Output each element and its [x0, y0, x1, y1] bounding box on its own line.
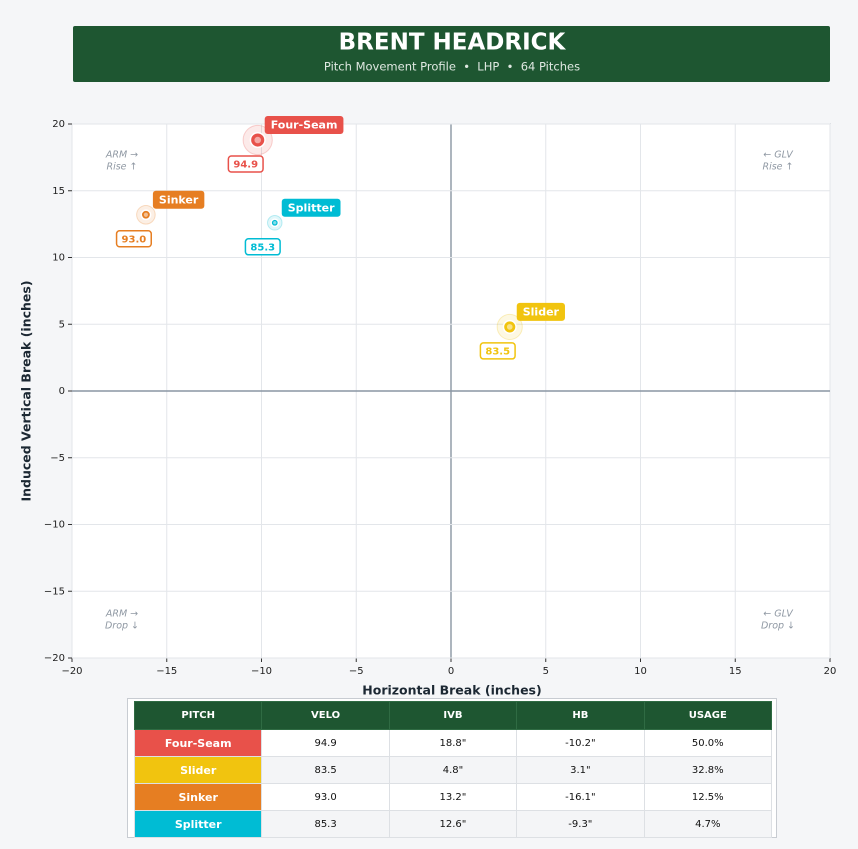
name-label: Sinker: [159, 193, 199, 206]
quadrant-note: ARM →: [105, 150, 138, 161]
name-label: Splitter: [288, 201, 335, 214]
x-tick-label: −10: [251, 666, 272, 677]
table-row: Splitter 85.3 12.6" -9.3" 4.7%: [133, 810, 773, 838]
quadrant-note: Drop ↓: [761, 621, 795, 632]
title: BRENT HEADRICK: [339, 30, 567, 56]
x-tick-label: −15: [156, 666, 177, 677]
x-tick-label: −5: [349, 666, 364, 677]
table-cell: 93.0: [261, 783, 390, 811]
pitch-cell: Sinker: [133, 783, 263, 811]
name-badge: [152, 190, 205, 209]
velo-badge: [227, 155, 264, 173]
velo-label: 85.3: [250, 242, 275, 253]
quadrant-note: ← GLV: [763, 609, 794, 620]
header-banner: [73, 26, 830, 82]
table-cell: 85.3: [261, 810, 390, 838]
table-cell: 4.7%: [643, 810, 773, 838]
table-row: Sinker 93.0 13.2" -16.1" 12.5%: [133, 783, 773, 811]
x-tick-label: 10: [634, 666, 647, 677]
table-cell: 83.5: [261, 756, 390, 784]
quadrant-note: ARM →: [105, 609, 138, 620]
x-tick-label: 15: [729, 666, 742, 677]
x-tick-label: −20: [61, 666, 82, 677]
table-row: Slider 83.5 4.8" 3.1" 32.8%: [133, 756, 773, 784]
table-container: PITCH VELO IVB HB USAGE Four-Seam 94.9 18.8" -10…: [127, 698, 777, 838]
table-cell: 12.6": [388, 810, 518, 838]
table-cell: 94.9: [261, 729, 390, 757]
table-cell: -9.3": [516, 810, 645, 838]
table-cell: 4.8": [388, 756, 518, 784]
y-tick-label: 10: [52, 253, 65, 264]
table-cell: -16.1": [516, 783, 645, 811]
table-row: Four-Seam 94.9 18.8" -10.2" 50.0%: [133, 729, 773, 757]
y-tick-label: 15: [52, 186, 65, 197]
table-cell: 50.0%: [643, 729, 773, 757]
point-core: [143, 212, 148, 217]
point-core: [254, 136, 261, 144]
quadrant-note: ← GLV: [763, 150, 794, 161]
table-cell: 12.5%: [643, 783, 773, 811]
column-header: PITCH: [133, 701, 263, 730]
chart: BRENT HEADRICK Pitch Movement Profile • …: [19, 26, 837, 698]
x-axis-label: Horizontal Break (inches): [362, 683, 541, 698]
velo-badge: [115, 230, 152, 248]
table-cell: 3.1": [516, 756, 645, 784]
y-tick-label: 20: [52, 119, 65, 130]
name-badge: [281, 198, 341, 217]
quadrant-note: Drop ↓: [105, 621, 139, 632]
velo-badge: [479, 342, 516, 360]
quadrant-note: Rise ↑: [106, 162, 137, 173]
subtitle: Pitch Movement Profile • LHP • 64 Pitche…: [324, 60, 580, 74]
pitch-table: PITCH VELO IVB HB USAGE Four-Seam 94.9 18.8" -10…: [133, 701, 773, 838]
x-tick-label: 0: [448, 666, 454, 677]
y-tick-label: −5: [50, 453, 65, 464]
pitch-cell: Slider: [133, 756, 263, 784]
point-core: [506, 324, 513, 330]
name-badge: [264, 116, 344, 135]
pitch-cell: Splitter: [133, 810, 263, 838]
name-label: Slider: [523, 305, 560, 318]
y-tick-label: −15: [44, 586, 65, 597]
column-header: VELO: [261, 701, 390, 730]
quadrant-note: Rise ↑: [762, 162, 793, 173]
y-tick-label: 0: [59, 386, 65, 397]
table-cell: 13.2": [388, 783, 518, 811]
y-tick-label: −20: [44, 653, 65, 664]
name-label: Four-Seam: [271, 119, 338, 132]
table-cell: 32.8%: [643, 756, 773, 784]
name-badge: [516, 302, 565, 321]
x-tick-label: 20: [824, 666, 837, 677]
y-tick-label: −10: [44, 520, 65, 531]
pitch-cell: Four-Seam: [133, 729, 263, 757]
table-cell: -10.2": [516, 729, 645, 757]
velo-label: 83.5: [485, 346, 510, 357]
velo-badge: [244, 238, 281, 256]
column-header: IVB: [388, 701, 518, 730]
x-tick-label: 5: [543, 666, 549, 677]
column-header: HB: [516, 701, 645, 730]
y-axis-label: Induced Vertical Break (inches): [19, 280, 34, 501]
velo-label: 93.0: [122, 234, 147, 245]
point-core: [273, 221, 277, 225]
y-tick-label: 5: [59, 319, 65, 330]
column-header: USAGE: [643, 701, 773, 730]
table-cell: 18.8": [388, 729, 518, 757]
velo-label: 94.9: [233, 160, 258, 171]
